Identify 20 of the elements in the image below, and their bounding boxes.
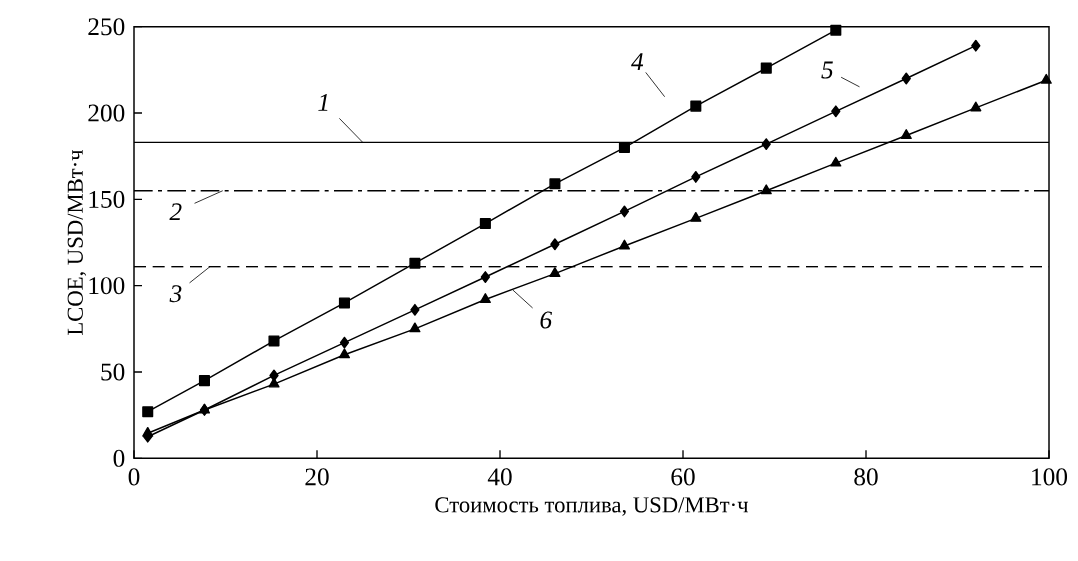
annotation: 2	[169, 203, 182, 221]
annotation: 3	[169, 285, 182, 303]
x-tick-label: 40	[487, 468, 512, 486]
y-tick-label: 150	[89, 190, 125, 208]
y-tick-label: 250	[88, 18, 125, 36]
y-tick-label: 100	[89, 277, 125, 295]
annotation: 4	[631, 53, 644, 70]
x-tick-label: 100	[1032, 468, 1068, 486]
y-tick-label: 0	[113, 449, 125, 467]
x-tick-label: 20	[305, 468, 329, 486]
x-axis-title: Стоимость топлива, USD/МВт·ч	[435, 497, 749, 516]
x-tick-label: 80	[854, 468, 878, 486]
y-tick-label: 200	[88, 104, 125, 122]
x-tick-label: 60	[671, 468, 695, 486]
annotation: 6	[540, 311, 553, 329]
annotation: 5	[821, 61, 833, 79]
x-tick-label: 0	[128, 468, 140, 486]
y-axis-title: LCOE, USD/МВт·ч	[67, 149, 87, 335]
annotation: 1	[318, 94, 328, 111]
y-tick-label: 50	[101, 363, 125, 381]
